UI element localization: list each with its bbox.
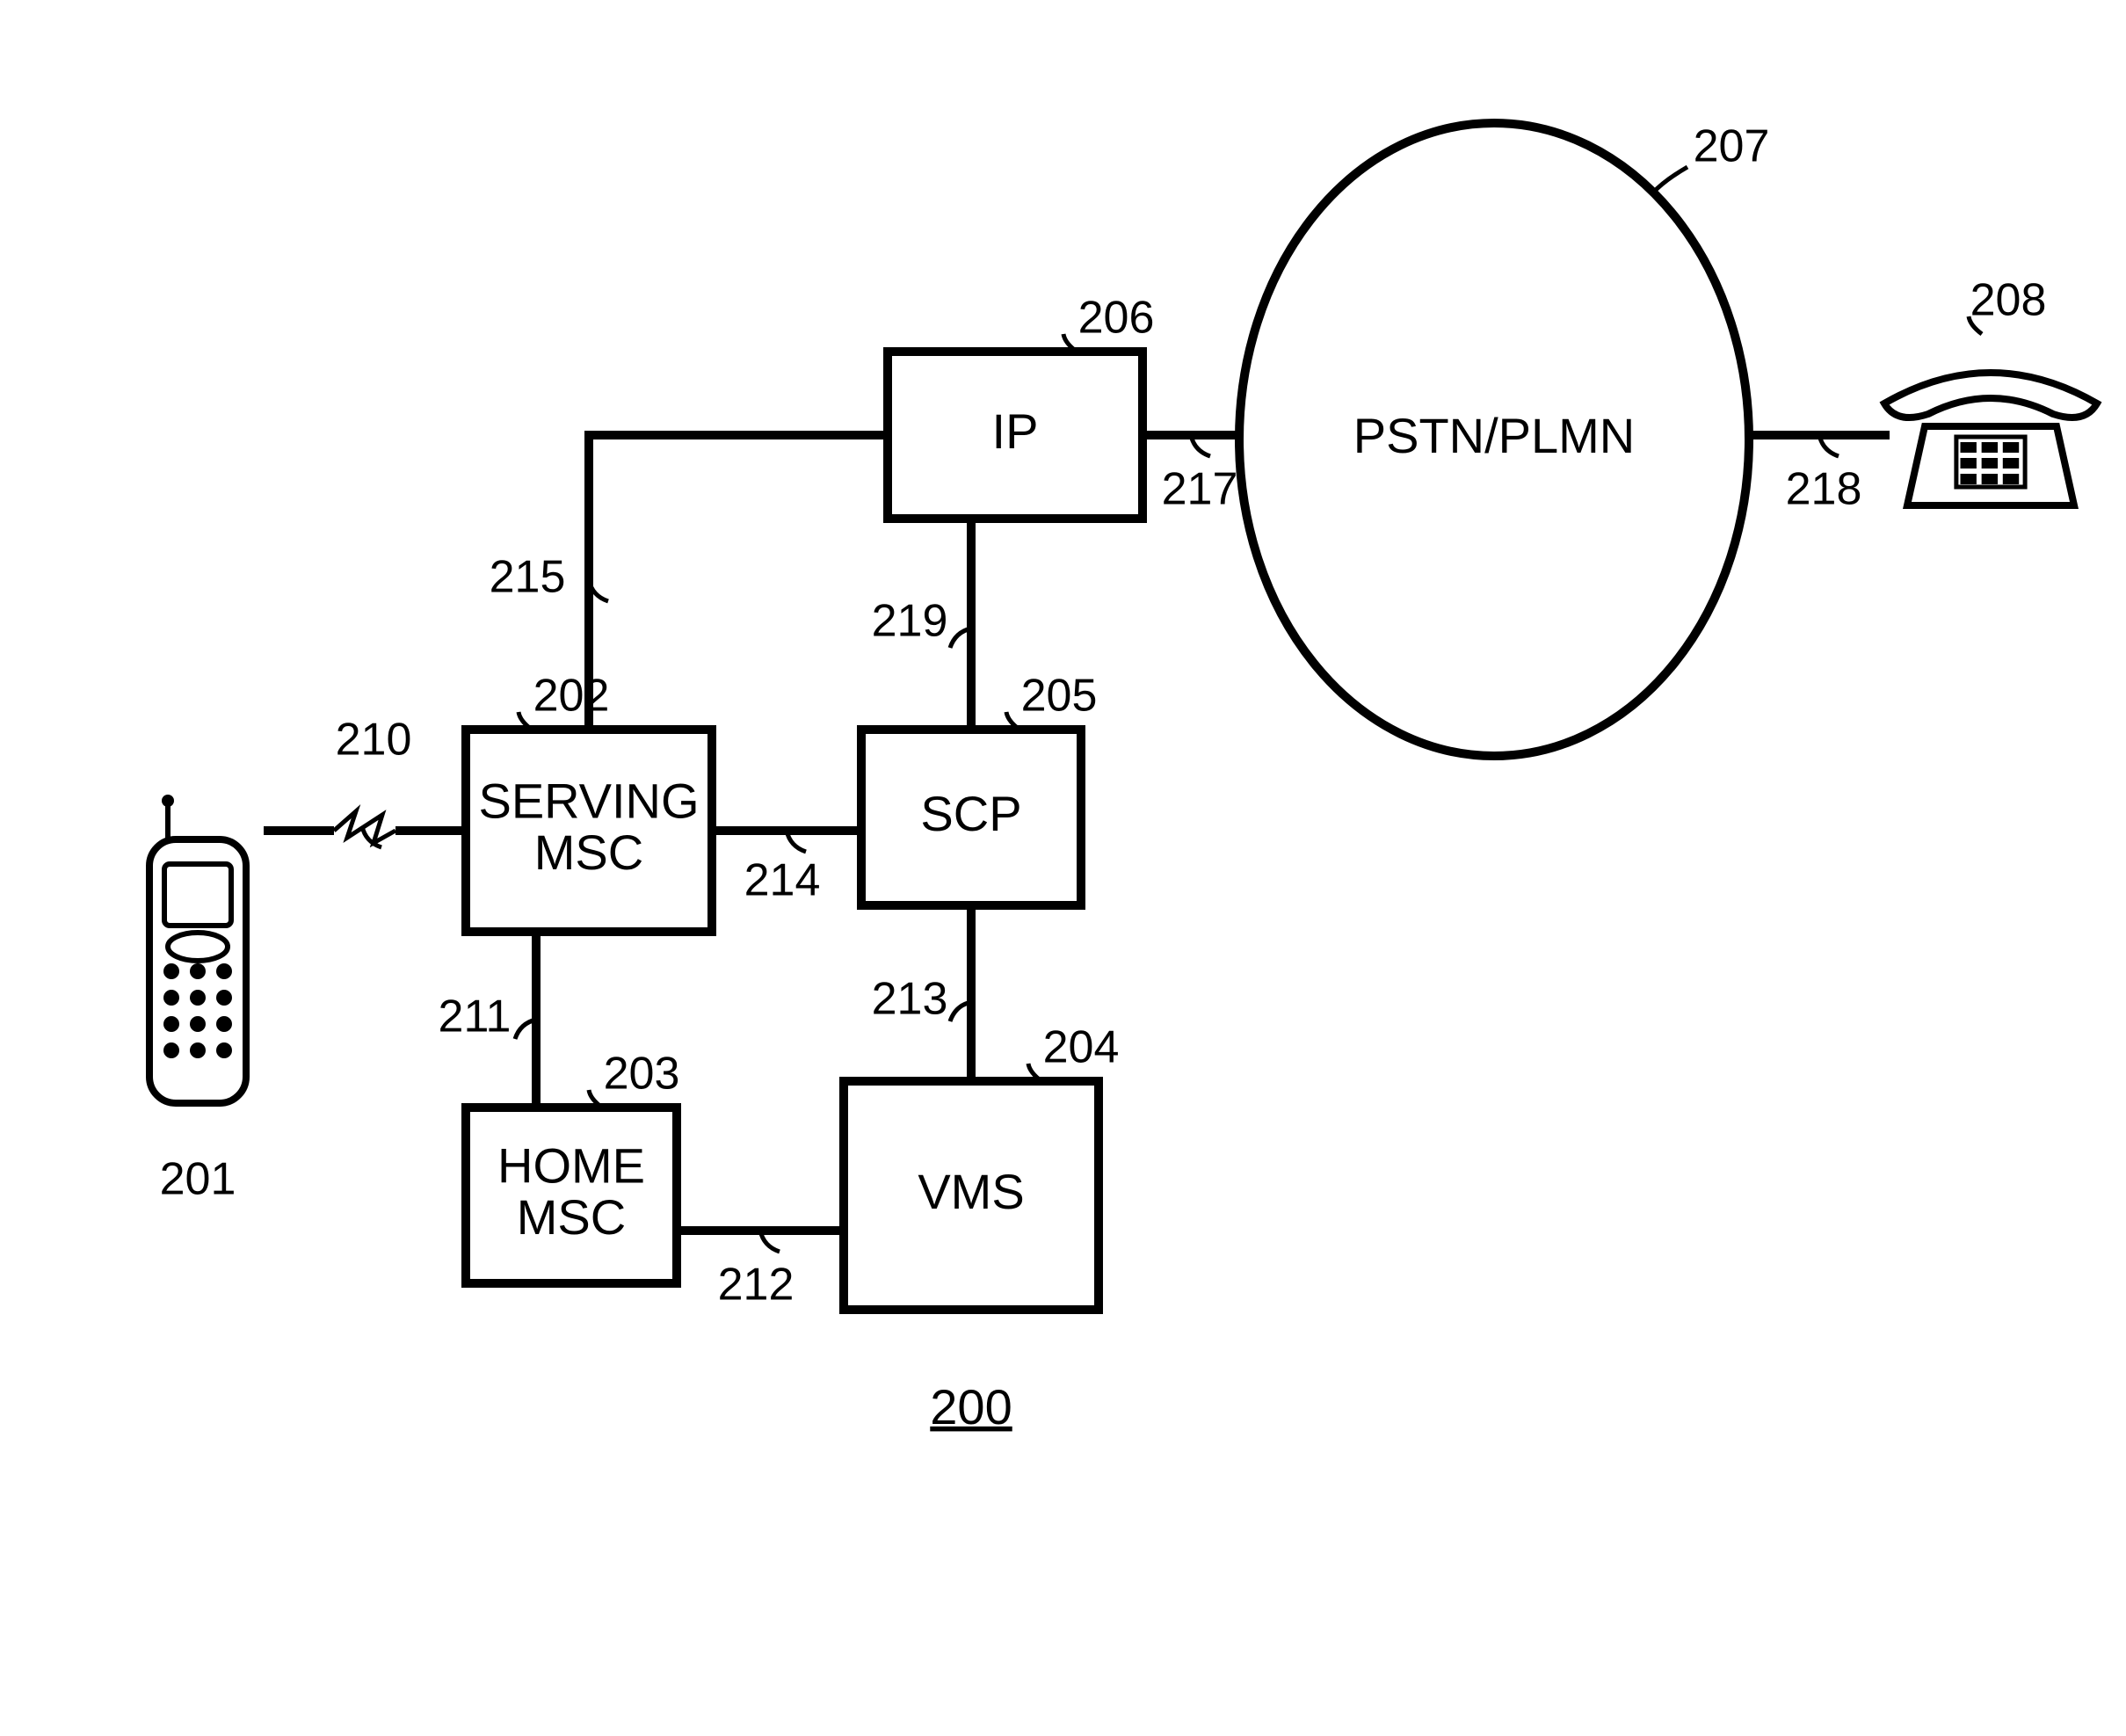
svg-text:HOME: HOME xyxy=(497,1137,645,1193)
svg-text:SERVING: SERVING xyxy=(478,773,699,828)
edge-ref-215: 215 xyxy=(490,552,566,603)
edge-ref-210: 210 xyxy=(336,715,412,766)
node-ref-204: 204 xyxy=(1043,1022,1120,1073)
node-pstn: PSTN/PLMN xyxy=(1239,123,1749,756)
node-ref-208: 208 xyxy=(1970,275,2047,326)
node-ref-206: 206 xyxy=(1078,293,1155,344)
node-ref-203: 203 xyxy=(604,1049,680,1100)
node-ref-201: 201 xyxy=(160,1154,236,1205)
svg-text:PSTN/PLMN: PSTN/PLMN xyxy=(1353,408,1636,463)
edge-ref-211: 211 xyxy=(439,991,512,1042)
node-ref-207: 207 xyxy=(1694,121,1770,172)
node-ref-205: 205 xyxy=(1021,671,1098,722)
edge-ref-218: 218 xyxy=(1786,464,1862,515)
node-vms: VMS xyxy=(844,1081,1099,1310)
svg-text:MSC: MSC xyxy=(534,824,643,880)
network-diagram: SERVINGMSCHOMEMSCVMSSCPIPPSTN/PLMN 21021… xyxy=(0,0,2126,1736)
node-landline xyxy=(1884,373,2097,505)
svg-text:MSC: MSC xyxy=(517,1189,626,1245)
figure-number-label: 200 xyxy=(930,1379,1012,1435)
node-mobile xyxy=(149,795,246,1103)
edge-ref-214: 214 xyxy=(744,855,821,906)
node-ref-202: 202 xyxy=(533,671,610,722)
node-ip: IP xyxy=(888,352,1143,519)
edge-ref-217: 217 xyxy=(1162,464,1238,515)
node-serving: SERVINGMSC xyxy=(466,730,712,932)
node-home: HOMEMSC xyxy=(466,1108,677,1283)
svg-text:SCP: SCP xyxy=(920,786,1021,841)
svg-text:VMS: VMS xyxy=(918,1164,1024,1219)
svg-text:IP: IP xyxy=(992,403,1039,459)
edge-ref-213: 213 xyxy=(872,974,948,1025)
lead-lines-group xyxy=(519,167,1982,1108)
edge-ref-219: 219 xyxy=(872,596,948,647)
edge-ref-212: 212 xyxy=(718,1260,795,1311)
node-scp: SCP xyxy=(861,730,1081,905)
